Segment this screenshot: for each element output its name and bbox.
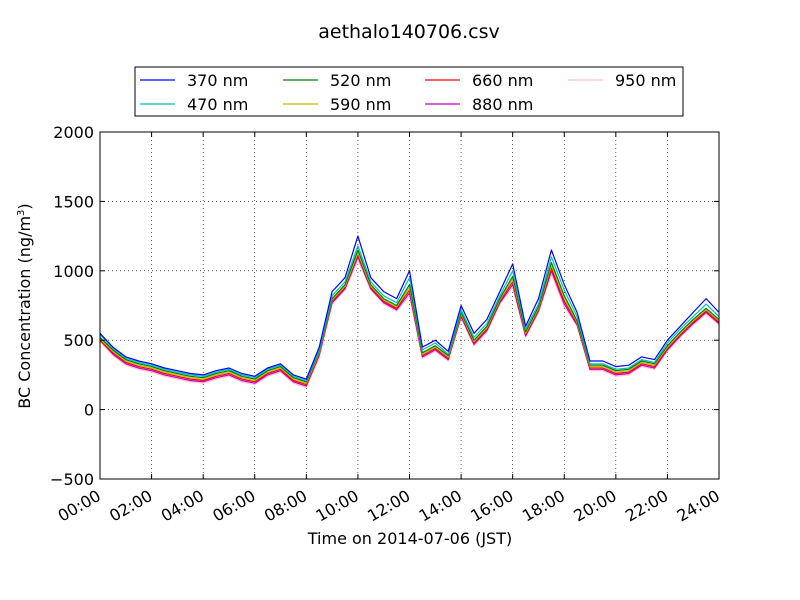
y-axis-label-superscript: 3 [16, 210, 27, 216]
legend-label: 950 nm [615, 71, 676, 90]
legend-label: 520 nm [330, 71, 391, 90]
y-axis-tick-labels: −500 0 500 1000 1500 2000 [50, 123, 94, 489]
legend-label: 590 nm [330, 95, 391, 114]
legend-label: 370 nm [187, 71, 248, 90]
series-line-520-nm [99, 249, 720, 383]
y-tick-label: 2000 [53, 123, 94, 142]
y-axis-label: BC Concentration (ng/m3) [15, 203, 34, 408]
x-tick-label: 16:00 [467, 486, 516, 526]
legend-item: 520 nm [283, 71, 391, 90]
y-tick-label: 0 [84, 401, 94, 420]
x-tick-label: 14:00 [416, 486, 465, 526]
legend-label: 660 nm [472, 71, 533, 90]
x-tick-label: 20:00 [570, 486, 619, 526]
x-tick-label: 18:00 [519, 486, 568, 526]
x-tick-label: 00:00 [55, 486, 104, 526]
x-tick-label: 12:00 [364, 486, 413, 526]
x-tick-label: 10:00 [312, 486, 361, 526]
y-axis-label-main: BC Concentration (ng/m [15, 216, 34, 409]
y-tick-label: 1000 [53, 262, 94, 281]
y-tick-label: 500 [63, 331, 94, 350]
legend-label: 470 nm [187, 95, 248, 114]
x-tick-label: 06:00 [209, 486, 258, 526]
legend-item: 880 nm [425, 95, 533, 114]
series-line-470-nm [99, 245, 720, 382]
x-tick-label: 04:00 [158, 486, 207, 526]
y-tick-label: 1500 [53, 192, 94, 211]
legend-item: 660 nm [425, 71, 533, 90]
plot-area [100, 132, 719, 479]
chart-title: aethalo140706.csv [318, 21, 500, 43]
legend-item: 950 nm [568, 71, 676, 90]
legend-box [134, 66, 684, 117]
x-axis-tick-labels: 00:00 02:00 04:00 06:00 08:00 10:00 12:00 14:00… [55, 486, 723, 526]
legend: 370 nm 470 nm 520 nm 590 nm 660 nm 880 nm 950 … [134, 66, 684, 117]
legend-item: 370 nm [140, 71, 248, 90]
y-tick-label: −500 [50, 470, 94, 489]
x-tick-label: 24:00 [674, 486, 723, 526]
x-axis-label: Time on 2014-07-06 (JST) [307, 529, 512, 548]
series-lines [99, 235, 720, 388]
legend-items: 370 nm 470 nm 520 nm 590 nm 660 nm 880 nm 950 … [140, 71, 676, 114]
legend-label: 880 nm [472, 95, 533, 114]
legend-item: 590 nm [283, 95, 391, 114]
x-tick-label: 22:00 [622, 486, 671, 526]
x-tick-label: 08:00 [261, 486, 310, 526]
legend-item: 470 nm [140, 95, 248, 114]
plot-frame [99, 131, 720, 480]
series-line-370-nm [99, 235, 720, 380]
y-axis-label-suffix: ) [15, 203, 34, 209]
x-tick-label: 02:00 [106, 486, 155, 526]
